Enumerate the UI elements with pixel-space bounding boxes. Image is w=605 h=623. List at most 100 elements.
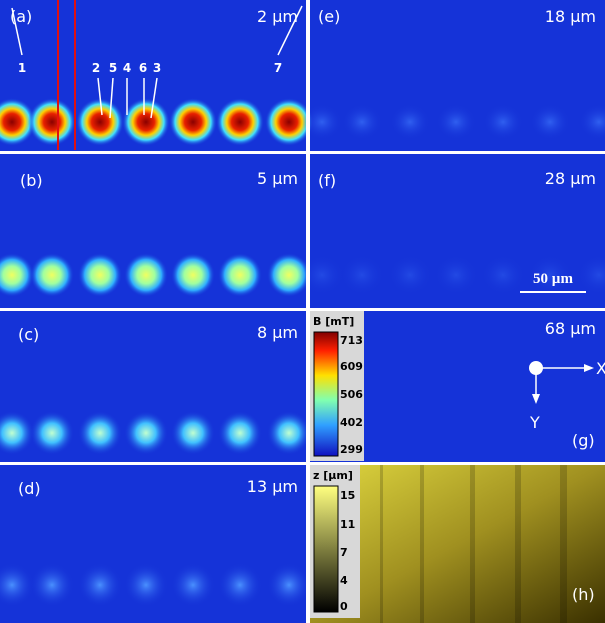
ellipse-shape xyxy=(78,253,122,297)
label: 2 µm xyxy=(257,7,298,26)
label: z [µm] xyxy=(313,469,353,482)
rect-shape xyxy=(380,465,383,623)
ellipse-shape xyxy=(78,563,122,607)
rect-shape xyxy=(560,465,567,623)
label: 506 xyxy=(340,388,363,401)
label: 68 µm xyxy=(545,319,596,338)
label: 1 xyxy=(18,61,26,75)
ellipse-shape xyxy=(390,104,430,140)
label: 4 xyxy=(123,61,131,75)
label: 6 xyxy=(139,61,147,75)
polygon-shape xyxy=(532,394,540,404)
ellipse-shape xyxy=(0,253,34,297)
ellipse-shape xyxy=(530,104,570,140)
ellipse-shape xyxy=(528,255,572,295)
label: (d) xyxy=(18,479,41,498)
ellipse-shape xyxy=(124,253,168,297)
label: 7 xyxy=(274,61,282,75)
label: (f) xyxy=(318,171,336,190)
ellipse-shape xyxy=(0,98,36,146)
line-shape xyxy=(97,77,103,116)
rect-shape xyxy=(0,151,605,154)
ellipse-shape xyxy=(169,98,217,146)
line-shape xyxy=(11,7,23,56)
label: 28 µm xyxy=(545,169,596,188)
ellipse-shape xyxy=(216,98,264,146)
label: (h) xyxy=(572,585,595,604)
ellipse-shape xyxy=(483,104,523,140)
label: 18 µm xyxy=(545,7,596,26)
label: 713 xyxy=(340,334,363,347)
label: 609 xyxy=(340,360,363,373)
line-shape xyxy=(109,77,114,119)
label: 15 xyxy=(340,489,355,502)
ellipse-shape xyxy=(76,98,124,146)
label: 5 xyxy=(109,61,117,75)
label: 3 xyxy=(153,61,161,75)
ellipse-shape xyxy=(30,253,74,297)
ellipse-shape xyxy=(124,563,168,607)
rect-shape xyxy=(313,331,339,457)
label: 7 xyxy=(340,546,348,559)
ellipse-shape xyxy=(388,255,432,295)
g-shape xyxy=(11,5,303,119)
ellipse-shape xyxy=(218,253,262,297)
ellipse-shape xyxy=(218,411,262,455)
ellipse-shape xyxy=(124,411,168,455)
label: 299 xyxy=(340,443,363,456)
label: X xyxy=(596,359,605,378)
rect-shape xyxy=(313,485,339,613)
rect-shape xyxy=(306,0,310,623)
label: 4 xyxy=(340,574,348,587)
ellipse-shape xyxy=(300,255,344,295)
ellipse-shape xyxy=(265,98,313,146)
ellipse-shape xyxy=(171,411,215,455)
ellipse-shape xyxy=(0,411,34,455)
rect-shape xyxy=(470,465,475,623)
label: 5 µm xyxy=(257,169,298,188)
label: (c) xyxy=(18,325,39,344)
ellipse-shape xyxy=(267,563,311,607)
ellipse-shape xyxy=(342,104,382,140)
label: 11 xyxy=(340,518,355,531)
ellipse-shape xyxy=(434,255,478,295)
rect-shape xyxy=(515,465,521,623)
rect-shape xyxy=(0,462,605,465)
ellipse-shape xyxy=(267,253,311,297)
ellipse-shape xyxy=(78,411,122,455)
label: 2 xyxy=(92,61,100,75)
label: 402 xyxy=(340,416,363,429)
ellipse-shape xyxy=(171,563,215,607)
ellipse-shape xyxy=(481,255,525,295)
label: (e) xyxy=(318,7,340,26)
label: (b) xyxy=(20,171,43,190)
ellipse-shape xyxy=(579,104,605,140)
label: (a) xyxy=(10,7,32,26)
ellipse-shape xyxy=(30,563,74,607)
label: 13 µm xyxy=(247,477,298,496)
ellipse-shape xyxy=(122,98,170,146)
rect-shape xyxy=(0,308,605,311)
rect-shape xyxy=(420,465,424,623)
ellipse-shape xyxy=(577,255,605,295)
line-shape xyxy=(277,5,303,56)
label: 50 µm xyxy=(533,271,573,287)
label: (g) xyxy=(572,431,595,450)
ellipse-shape xyxy=(340,255,384,295)
line-shape xyxy=(150,77,158,119)
label: Y xyxy=(529,413,540,432)
ellipse-shape xyxy=(30,411,74,455)
label: B [mT] xyxy=(313,315,354,328)
label: 0 xyxy=(340,600,348,613)
polygon-shape xyxy=(584,364,594,372)
ellipse-shape xyxy=(267,411,311,455)
ellipse-shape xyxy=(302,104,342,140)
ellipse-shape xyxy=(28,98,76,146)
label: 8 µm xyxy=(257,323,298,342)
ellipse-shape xyxy=(0,563,34,607)
ellipse-shape xyxy=(436,104,476,140)
ellipse-shape xyxy=(171,253,215,297)
